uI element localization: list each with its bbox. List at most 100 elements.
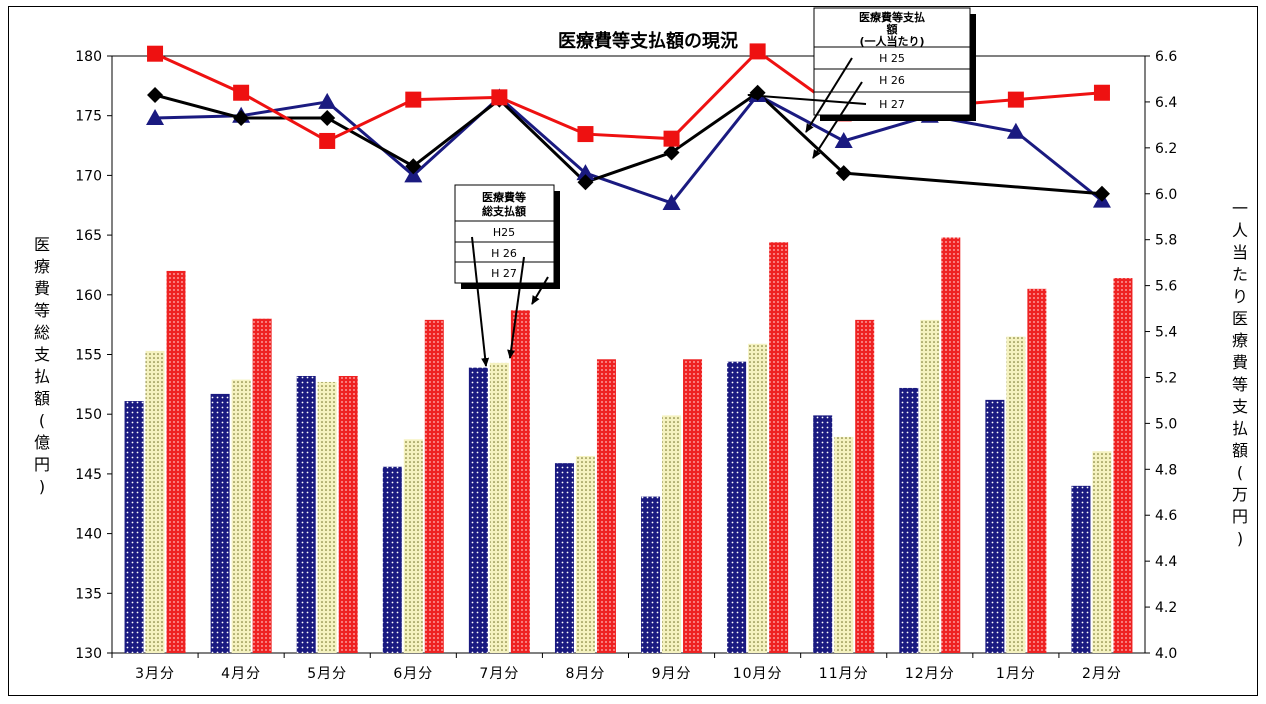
legend-lines-title-1: 医療費等支払 xyxy=(859,10,925,24)
bar-h27 xyxy=(1027,288,1047,653)
bar-h26 xyxy=(575,455,595,653)
bar-h26 xyxy=(317,381,337,653)
marker-h26 xyxy=(835,165,852,182)
bar-h26 xyxy=(231,379,251,653)
y2-axis-label-char: 円 xyxy=(1232,507,1248,526)
bar-series xyxy=(124,237,1133,654)
marker-h27 xyxy=(319,132,336,149)
bar-h27 xyxy=(769,242,789,654)
chart-frame xyxy=(8,6,1258,696)
y2-axis-label-char: ( xyxy=(1237,463,1243,482)
bar-h25 xyxy=(899,387,919,653)
y-axis-label-char: 総 xyxy=(34,323,50,342)
bar-h27 xyxy=(424,319,444,653)
y-tick-label: 145 xyxy=(75,467,102,483)
y-tick-label: 180 xyxy=(75,49,102,65)
y2-tick-label: 5.0 xyxy=(1155,416,1177,432)
bar-h27 xyxy=(252,318,272,653)
bar-h26 xyxy=(834,436,854,653)
x-tick-label: 5月分 xyxy=(307,666,347,682)
marker-h26 xyxy=(319,109,336,126)
marker-h26 xyxy=(663,144,680,161)
bar-h27 xyxy=(338,375,358,653)
marker-h26 xyxy=(233,109,250,126)
legend-bars-row-2: H 26 xyxy=(491,247,517,260)
y2-tick-label: 4.8 xyxy=(1155,462,1177,478)
legend-lines-arrow-1 xyxy=(805,57,853,133)
bar-h26 xyxy=(748,343,768,653)
legend-bars-arrow-3 xyxy=(531,276,549,305)
y2-tick-label: 6.2 xyxy=(1155,141,1177,157)
legend-bars-row-3: H 27 xyxy=(491,267,517,280)
x-tick-label: 12月分 xyxy=(905,666,955,682)
y2-tick-label: 5.8 xyxy=(1155,233,1177,249)
marker-h27 xyxy=(233,84,250,101)
bar-h25 xyxy=(210,393,230,653)
marker-h27 xyxy=(491,89,508,106)
legend-bars-title-2: 総支払額 xyxy=(482,204,526,218)
legend-bars-arrow-2 xyxy=(507,256,525,359)
y2-tick-label: 5.2 xyxy=(1155,370,1177,386)
x-tick-label: 7月分 xyxy=(479,666,519,682)
legend-lines-title-2: 額 xyxy=(886,22,898,36)
y-axis-label-char: 億 xyxy=(34,433,50,452)
legend-lines-arrow-2 xyxy=(812,81,863,159)
bar-h25 xyxy=(641,496,661,653)
legend-bars-title-1: 医療費等 xyxy=(482,190,526,204)
y-axis-label-char: 円 xyxy=(34,455,50,474)
legend-lines-row-2: H 26 xyxy=(879,74,905,87)
legend-lines-row-3: H 27 xyxy=(879,98,905,111)
legend-lines: 医療費等支払 額 (一人当たり) H 25 H 26 H 27 xyxy=(747,7,976,159)
bar-h27 xyxy=(941,237,961,653)
bar-h26 xyxy=(489,362,509,653)
bar-h25 xyxy=(1071,485,1091,653)
y-axis-label-char: 払 xyxy=(34,367,50,386)
y2-tick-label: 4.0 xyxy=(1155,646,1177,662)
marker-h27 xyxy=(147,45,164,62)
marker-h25 xyxy=(404,166,423,183)
y-axis-label-char: ) xyxy=(39,477,45,496)
x-tick-label: 1月分 xyxy=(996,666,1036,682)
x-tick-label: 2月分 xyxy=(1082,666,1122,682)
marker-h27 xyxy=(1093,84,1110,101)
y2-axis-label-char: 払 xyxy=(1232,419,1248,438)
bar-h26 xyxy=(145,350,165,653)
x-tick-label: 9月分 xyxy=(652,666,692,682)
y2-axis-label-char: 万 xyxy=(1232,485,1248,504)
bar-h25 xyxy=(813,415,833,653)
y-tick-label: 135 xyxy=(75,586,102,602)
x-tick-label: 6月分 xyxy=(393,666,433,682)
y-tick-label: 150 xyxy=(75,407,102,423)
marker-h25 xyxy=(318,92,337,109)
y-tick-label: 175 xyxy=(75,109,102,125)
bar-h25 xyxy=(296,375,316,653)
marker-h27 xyxy=(749,43,766,60)
line-series xyxy=(146,43,1111,210)
y-axis-label-char: 費 xyxy=(34,279,50,298)
x-tick-label: 10月分 xyxy=(733,666,783,682)
marker-h25 xyxy=(576,164,595,181)
marker-h25 xyxy=(1006,122,1025,139)
y2-tick-label: 5.6 xyxy=(1155,279,1177,295)
y2-axis-label-char: 当 xyxy=(1232,243,1248,262)
y-tick-label: 130 xyxy=(75,646,102,662)
bar-h25 xyxy=(554,463,574,653)
x-tick-label: 3月分 xyxy=(135,666,175,682)
y-axis-label-char: 療 xyxy=(34,257,50,276)
marker-h26 xyxy=(405,158,422,175)
bar-h27 xyxy=(1113,278,1133,653)
marker-h27 xyxy=(663,130,680,147)
bar-h25 xyxy=(985,399,1005,653)
bar-h26 xyxy=(920,319,940,653)
bar-h27 xyxy=(683,359,703,653)
marker-h27 xyxy=(577,126,594,143)
y2-axis-label-char: り xyxy=(1232,287,1248,306)
y2-tick-label: 6.0 xyxy=(1155,187,1177,203)
y2-axis-label-char: 一 xyxy=(1232,199,1248,218)
y2-tick-label: 4.6 xyxy=(1155,508,1177,524)
marker-h25 xyxy=(834,131,853,148)
y2-axis-label-char: 額 xyxy=(1232,441,1248,460)
y-axis-label-char: 医 xyxy=(34,235,50,254)
